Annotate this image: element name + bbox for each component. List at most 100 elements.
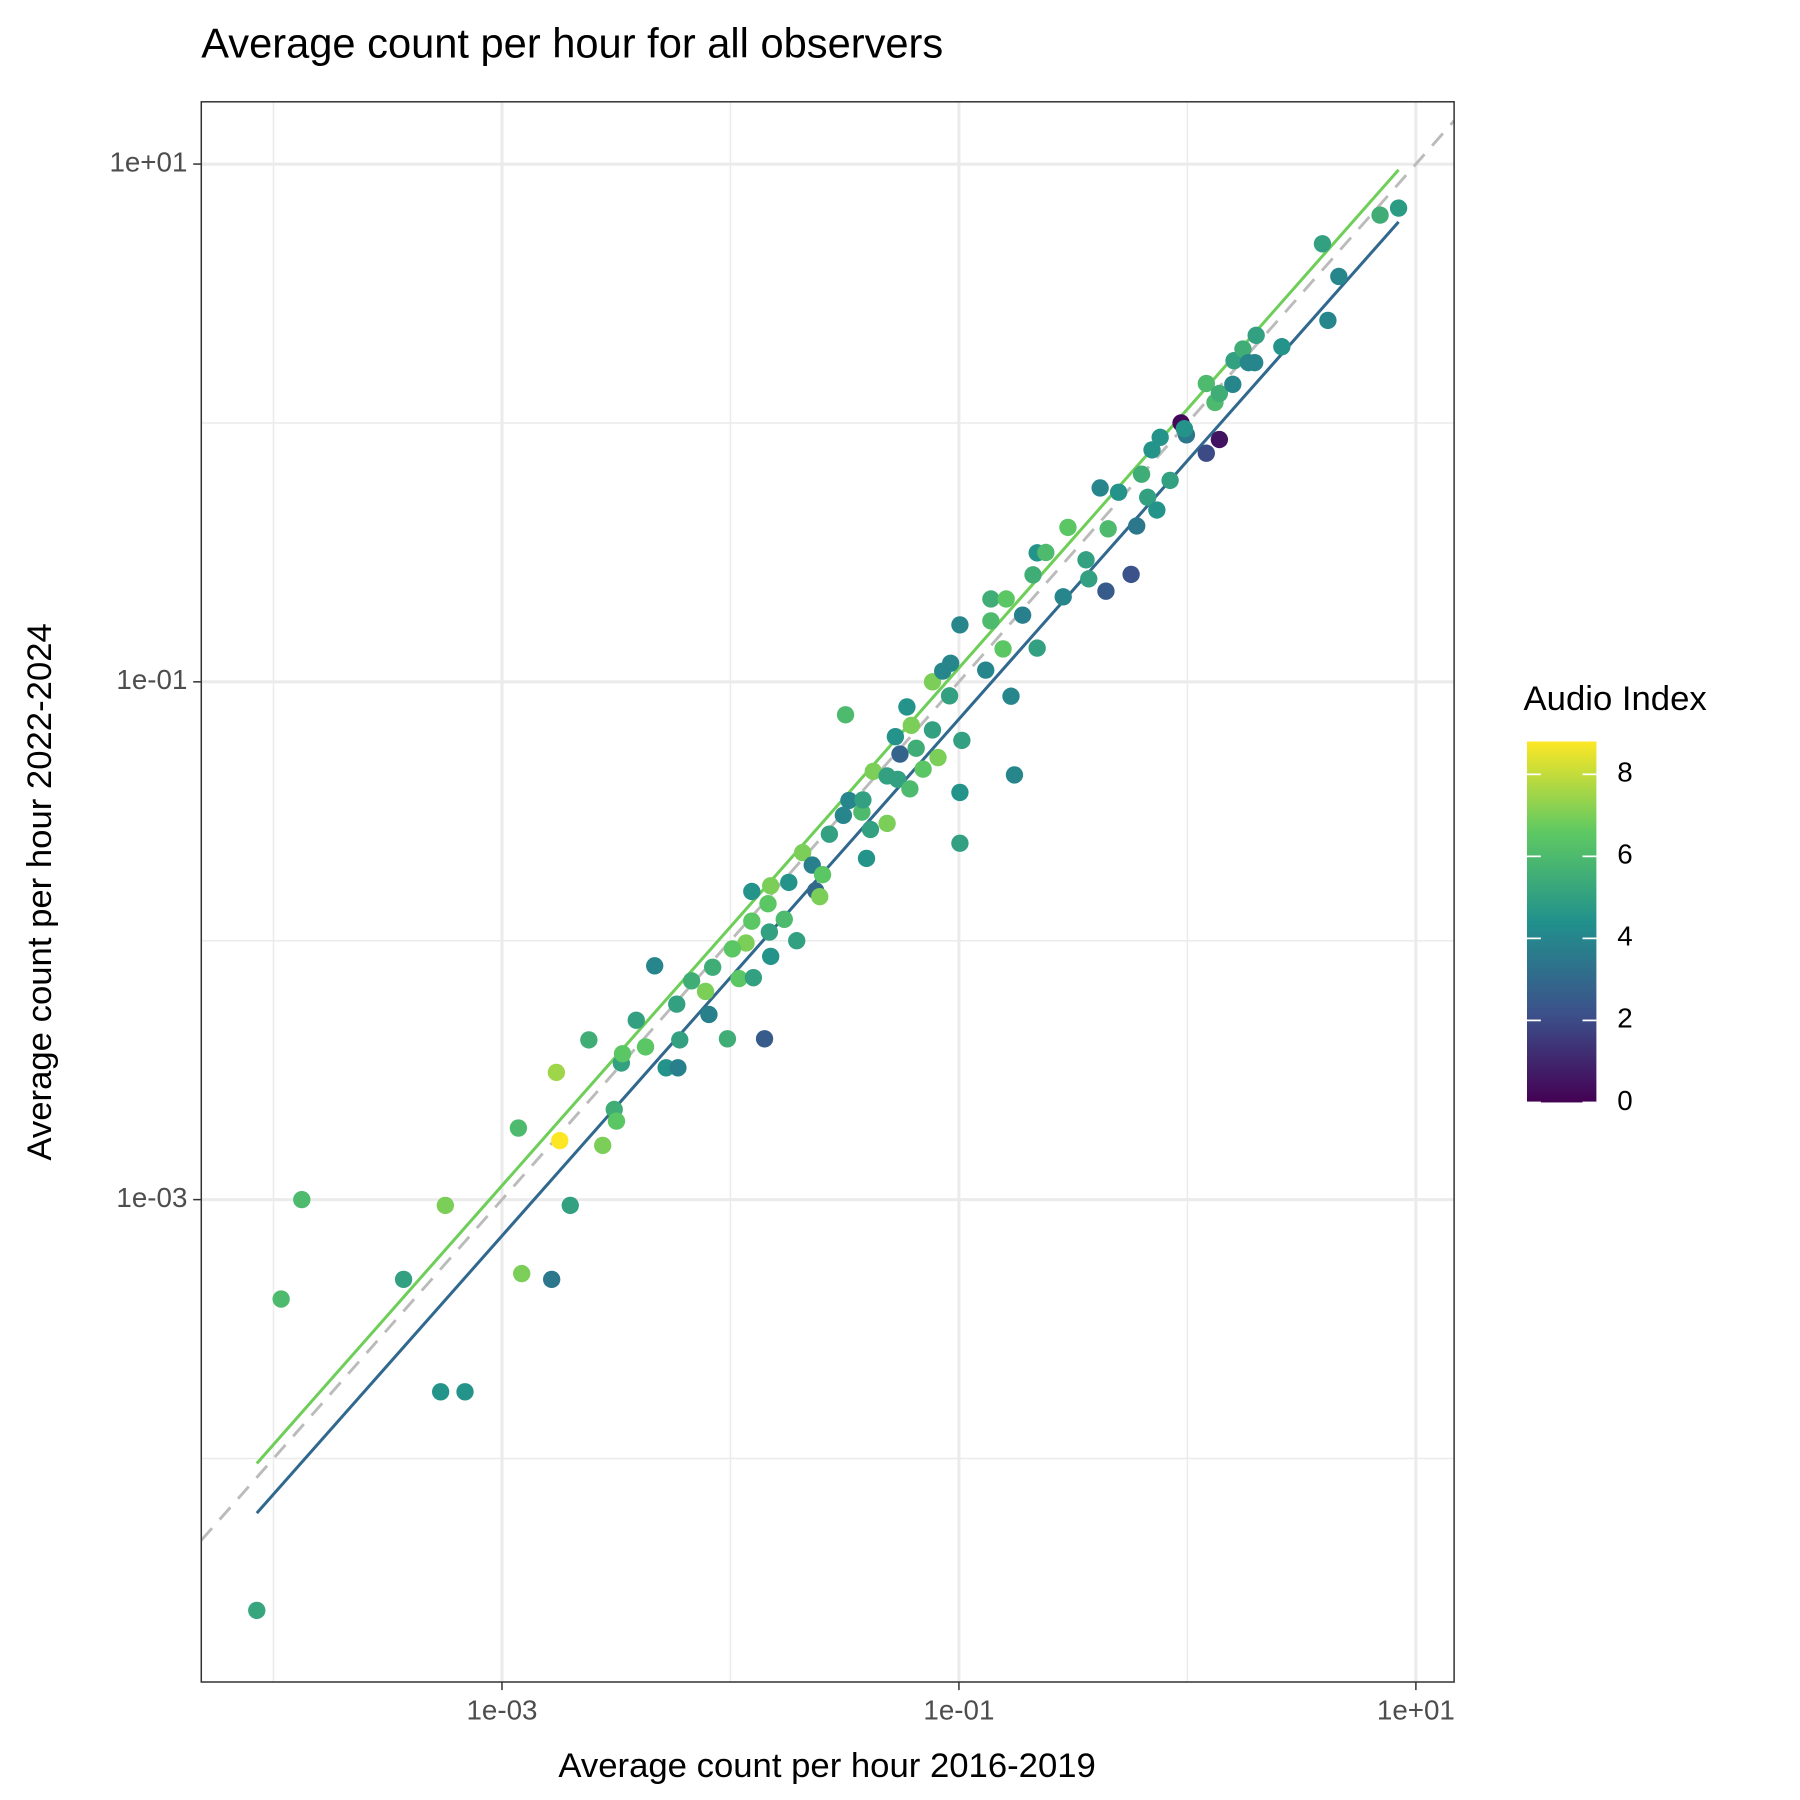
y-tick-label: 1e-01 xyxy=(116,664,187,695)
point xyxy=(613,1045,632,1063)
point xyxy=(1097,582,1115,600)
point xyxy=(951,834,969,852)
point xyxy=(1109,483,1128,501)
point xyxy=(1128,517,1146,535)
point xyxy=(1151,428,1169,447)
point xyxy=(636,1038,655,1056)
point xyxy=(646,957,664,975)
point xyxy=(542,1270,561,1289)
point xyxy=(898,698,916,716)
point xyxy=(1273,338,1291,356)
point xyxy=(889,770,907,789)
point xyxy=(901,780,919,798)
point xyxy=(700,1005,718,1024)
point xyxy=(923,721,942,739)
point xyxy=(509,1119,528,1137)
point xyxy=(836,706,855,724)
point xyxy=(456,1383,474,1401)
point xyxy=(436,1196,454,1215)
point xyxy=(1389,199,1408,217)
point xyxy=(793,843,812,862)
point xyxy=(1313,235,1332,253)
point xyxy=(834,806,853,825)
point xyxy=(951,783,969,802)
point xyxy=(627,1011,645,1029)
point xyxy=(580,1031,598,1049)
point xyxy=(248,1601,266,1620)
colorbar-tick-label: 0 xyxy=(1617,1085,1632,1116)
x-tick-label: 1e-03 xyxy=(466,1694,537,1725)
point xyxy=(820,825,839,843)
point xyxy=(730,969,748,988)
point xyxy=(929,748,947,767)
point xyxy=(907,739,925,757)
point xyxy=(1161,471,1179,490)
point xyxy=(1175,420,1194,438)
colorbar-tick-label: 8 xyxy=(1617,757,1632,788)
panel-background xyxy=(201,101,1455,1683)
point xyxy=(951,616,969,634)
point xyxy=(1080,570,1098,588)
point xyxy=(775,910,793,928)
point xyxy=(1002,687,1020,705)
point xyxy=(886,728,905,746)
colorbar-tick-label: 4 xyxy=(1617,921,1632,952)
point xyxy=(1148,501,1166,519)
point xyxy=(1077,551,1095,569)
point xyxy=(272,1290,290,1308)
y-axis-title: Average count per hour 2022-2024 xyxy=(21,623,59,1160)
point xyxy=(1330,267,1348,286)
point xyxy=(669,1059,687,1077)
point xyxy=(857,849,876,868)
point xyxy=(704,958,722,976)
point xyxy=(1024,566,1042,584)
point xyxy=(854,791,872,809)
point xyxy=(840,791,858,810)
point xyxy=(1099,520,1117,538)
point xyxy=(861,820,880,839)
y-tick-label: 1e-03 xyxy=(116,1182,187,1213)
point xyxy=(811,887,829,906)
point xyxy=(696,982,715,1001)
point xyxy=(1210,384,1229,403)
point xyxy=(788,932,806,950)
point xyxy=(780,873,798,892)
point xyxy=(743,912,761,930)
point xyxy=(1054,588,1072,606)
point xyxy=(755,1030,774,1048)
colorbar xyxy=(1526,741,1597,1103)
point xyxy=(431,1383,450,1401)
point xyxy=(1028,639,1046,657)
colorbar-tick-label: 6 xyxy=(1617,839,1632,870)
point xyxy=(941,654,960,672)
point xyxy=(737,934,755,952)
point xyxy=(594,1136,612,1155)
plot-area xyxy=(201,119,1455,1620)
point xyxy=(1005,766,1024,784)
point xyxy=(671,1031,689,1049)
point xyxy=(743,882,761,901)
point xyxy=(997,590,1015,608)
point xyxy=(1197,374,1215,393)
x-tick-label: 1e-01 xyxy=(923,1694,994,1725)
point xyxy=(1037,543,1055,562)
point xyxy=(1371,206,1389,224)
chart-title: Average count per hour for all observers xyxy=(201,19,943,66)
point xyxy=(551,1131,569,1150)
point xyxy=(982,612,1000,630)
point xyxy=(1234,340,1252,358)
point xyxy=(1059,518,1077,537)
point xyxy=(977,661,995,679)
point xyxy=(1143,441,1161,459)
point xyxy=(864,762,882,781)
fit-line xyxy=(255,220,1400,1515)
point xyxy=(1224,375,1242,394)
point xyxy=(1122,565,1140,584)
point xyxy=(547,1063,566,1082)
point xyxy=(668,995,686,1013)
point xyxy=(1319,311,1337,330)
point xyxy=(759,895,777,913)
point xyxy=(902,716,921,735)
point xyxy=(1210,430,1229,449)
x-axis-title: Average count per hour 2016-2019 xyxy=(558,1747,1095,1785)
